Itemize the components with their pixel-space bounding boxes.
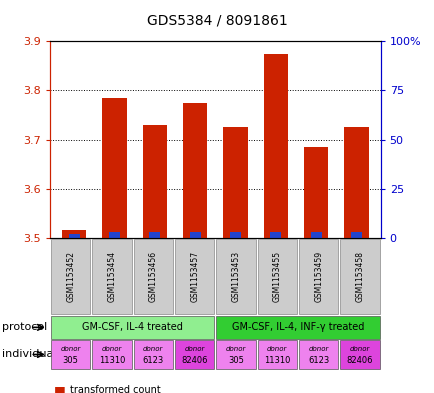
Bar [263,53,287,238]
Text: donor: donor [225,346,246,352]
Text: 82406: 82406 [181,356,207,365]
Bar [350,232,361,238]
Text: ■: ■ [54,384,66,393]
Text: 305: 305 [62,356,79,365]
Bar [189,232,200,238]
Bar [62,230,86,238]
Text: GSM1153455: GSM1153455 [272,250,281,302]
Bar [69,234,79,238]
Bar [109,232,120,238]
Text: donor: donor [349,346,369,352]
Bar [183,103,207,238]
Text: donor: donor [143,346,163,352]
Bar [303,147,328,238]
Text: 6123: 6123 [142,356,164,365]
Text: donor: donor [184,346,204,352]
Text: GSM1153458: GSM1153458 [355,251,364,301]
Bar [344,127,368,238]
Text: GSM1153457: GSM1153457 [190,250,199,302]
Text: 11310: 11310 [263,356,290,365]
Text: GM-CSF, IL-4 treated: GM-CSF, IL-4 treated [82,322,183,332]
Text: GSM1153452: GSM1153452 [66,251,75,301]
Bar [102,98,126,238]
Text: 82406: 82406 [346,356,372,365]
Text: GSM1153454: GSM1153454 [107,250,116,302]
Text: GDS5384 / 8091861: GDS5384 / 8091861 [147,14,287,28]
Bar [149,232,160,238]
Bar [142,125,167,238]
Bar [223,127,247,238]
Text: 11310: 11310 [99,356,125,365]
Text: donor: donor [266,346,287,352]
Text: donor: donor [308,346,328,352]
Text: individual: individual [2,349,56,360]
Text: donor: donor [102,346,122,352]
Bar [310,232,321,238]
Text: 6123: 6123 [307,356,329,365]
Text: donor: donor [60,346,81,352]
Text: GSM1153453: GSM1153453 [231,250,240,302]
Text: GM-CSF, IL-4, INF-γ treated: GM-CSF, IL-4, INF-γ treated [231,322,363,332]
Text: 305: 305 [227,356,243,365]
Text: protocol: protocol [2,322,47,332]
Bar [270,232,281,238]
Text: GSM1153456: GSM1153456 [148,250,158,302]
Text: transformed count: transformed count [69,385,160,393]
Text: GSM1153459: GSM1153459 [313,250,322,302]
Bar [230,232,240,238]
